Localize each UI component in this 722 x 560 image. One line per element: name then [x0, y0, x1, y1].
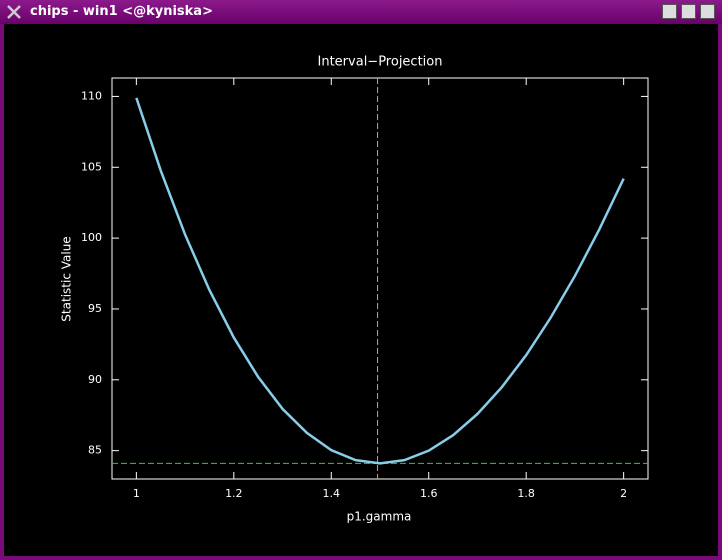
x-tick-label: 2 [620, 487, 627, 500]
x-tick-label: 1.4 [323, 487, 341, 500]
minimize-button[interactable] [662, 4, 677, 19]
y-tick-label: 85 [88, 444, 102, 457]
x-tick-label: 1.2 [225, 487, 243, 500]
y-tick-label: 100 [81, 231, 102, 244]
x-tick-label: 1.8 [517, 487, 535, 500]
y-tick-label: 105 [81, 160, 102, 173]
x-axis-label: p1.gamma [347, 510, 412, 524]
y-axis-label: Statistic Value [60, 236, 74, 321]
title-bar: chips - win1 <@kyniska> [0, 0, 722, 24]
y-tick-label: 90 [88, 373, 102, 386]
plot-frame [111, 77, 649, 480]
curve [135, 97, 625, 465]
chart: Interval−Projection p1.gamma Statistic V… [60, 55, 649, 524]
window-title: chips - win1 <@kyniska> [30, 4, 213, 19]
plot-window: Interval−Projection p1.gamma Statistic V… [4, 24, 718, 556]
close-button[interactable] [700, 4, 715, 19]
x-tick-label: 1.6 [420, 487, 438, 500]
chart-title: Interval−Projection [318, 55, 443, 70]
x-tick-label: 1 [133, 487, 140, 500]
y-tick-label: 110 [81, 89, 102, 102]
maximize-button[interactable] [681, 4, 696, 19]
app-icon [7, 5, 21, 19]
y-tick-label: 95 [88, 302, 102, 315]
